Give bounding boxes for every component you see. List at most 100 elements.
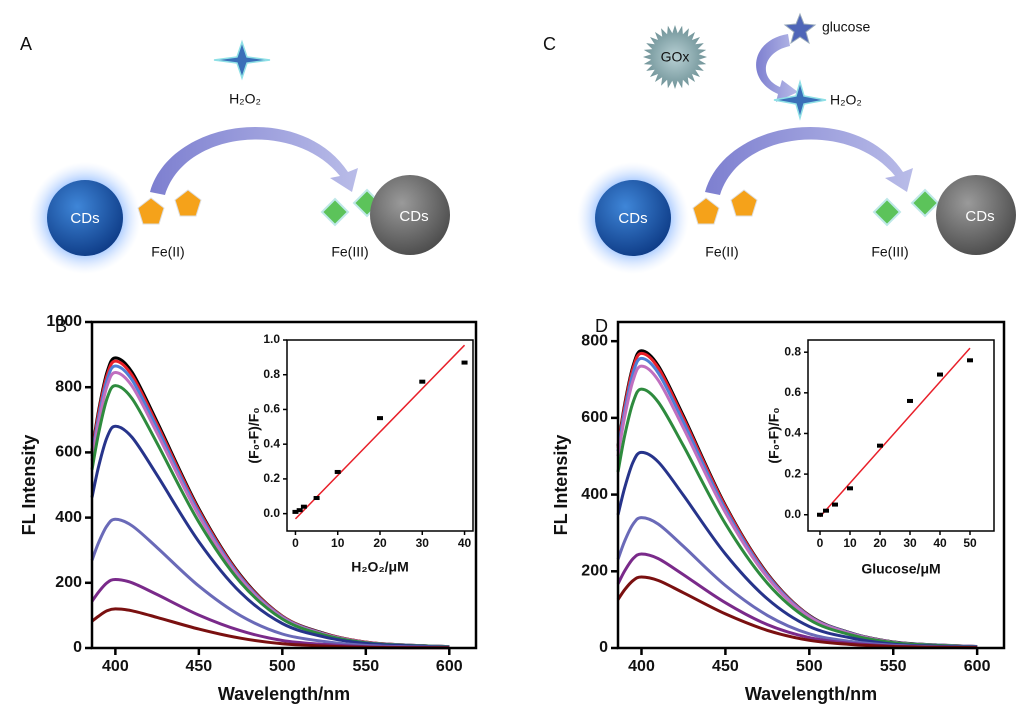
panel-label: A (20, 34, 32, 54)
gox-shape (643, 25, 707, 89)
x-tick-label: 10 (331, 536, 345, 550)
panel-label: C (543, 34, 556, 54)
x-tick-label: 500 (796, 658, 823, 675)
plot-frame (807, 339, 995, 532)
data-point (313, 496, 320, 501)
x-tick-label: 500 (269, 658, 296, 675)
fe2-ion (137, 197, 165, 225)
data-point (847, 486, 853, 491)
scheme-a: A H₂O₂ CDs Fe(II) Fe(III) CDs (20, 34, 450, 274)
product-label: Fe(III) (871, 244, 908, 260)
cds-bright (47, 180, 123, 256)
x-tick-label: 30 (416, 536, 430, 550)
x-tick-label: 450 (186, 658, 213, 675)
data-point (296, 508, 303, 513)
fe3-ion (872, 197, 902, 227)
chart: 400 450 500 550 600 0 200 400 600 800 1000 Waveleng… (19, 313, 478, 704)
data-point (292, 509, 299, 514)
y-tick-label: 0.2 (263, 471, 280, 485)
x-axis-label: Wavelength/nm (745, 684, 877, 704)
cds-bright (595, 180, 671, 256)
y-tick-label: 0.6 (263, 402, 280, 416)
x-tick-label: 20 (873, 536, 887, 550)
inset-background (808, 340, 994, 531)
x-axis-label: H₂O₂/μM (351, 559, 409, 575)
oxidant-label: H₂O₂ (229, 91, 261, 107)
x-tick-label: 20 (373, 536, 387, 550)
oxidant-label: H₂O₂ (830, 92, 862, 108)
y-tick-label: 400 (581, 486, 608, 503)
y-tick-label: 400 (55, 509, 82, 526)
cds-quenched (370, 175, 450, 255)
spectrum-line (616, 575, 978, 650)
reactant-label: Fe(II) (151, 244, 184, 260)
data-point (877, 443, 883, 448)
data-point (419, 379, 426, 384)
x-tick-label: 600 (436, 658, 463, 675)
x-tick-label: 400 (102, 658, 129, 675)
spectrum-line (616, 387, 978, 649)
y-axis-label: (F₀-F)/F₀ (246, 407, 262, 463)
enzyme-label: GOx (661, 49, 690, 65)
y-tick-label: 800 (581, 332, 608, 349)
y-axis-label: (F₀-F)/F₀ (766, 407, 782, 463)
y-tick-label: 1.0 (263, 332, 280, 346)
data-point (334, 469, 341, 474)
data-point (817, 512, 823, 517)
inset-background (287, 340, 473, 531)
substrate-label: glucose (822, 19, 870, 35)
spectrum-line (90, 424, 450, 649)
y-tick-label: 200 (581, 563, 608, 580)
enzyme-arrow (756, 34, 798, 102)
x-tick-label: 550 (352, 658, 379, 675)
y-tick-label: 600 (581, 409, 608, 426)
reaction-arrow (150, 126, 358, 195)
y-tick-label: 200 (55, 574, 82, 591)
chart: 400 450 500 550 6000200400600800Wavelength/n… (551, 316, 1006, 704)
y-tick-label: 0.4 (263, 436, 280, 450)
cds-label: CDs (70, 210, 99, 227)
y-tick-label: 0.8 (263, 367, 280, 381)
x-tick-label: 40 (458, 536, 472, 550)
x-axis-label: Wavelength/nm (218, 684, 350, 704)
x-tick-label: 0 (292, 536, 299, 550)
glucose-star (783, 12, 817, 45)
chart: 0 10 20 30 40 0.0 0.2 0.4 0.6 0.8 1.0 H₂O₂/μM (F₀-F)… (246, 332, 474, 575)
reaction-arrow (705, 126, 913, 195)
x-tick-label: 0 (817, 536, 824, 550)
panel-label: B (55, 316, 67, 336)
cds-label: CDs (965, 208, 994, 225)
cds-label: CDs (399, 208, 428, 225)
data-point (461, 360, 468, 365)
chart: 0 10 20 30 40 50 0.0 0.2 0.4 0.6 0.8 Glucose/μM (F₀-… (766, 339, 995, 577)
fe2-ion (174, 189, 202, 217)
star (773, 79, 827, 121)
y-tick-label: 0.2 (784, 466, 801, 480)
cds-quenched (936, 175, 1016, 255)
data-point (937, 372, 943, 377)
data-point (300, 504, 307, 509)
y-tick-label: 0.0 (263, 506, 280, 520)
gox-enzyme (643, 25, 707, 89)
spectrum-line (91, 607, 450, 650)
star (213, 39, 271, 81)
panel-label: D (595, 316, 608, 336)
fe3-ion (320, 197, 350, 227)
y-tick-label: 600 (55, 444, 82, 461)
data-point (907, 398, 913, 403)
y-tick-label: 800 (55, 378, 82, 395)
x-tick-label: 600 (964, 658, 991, 675)
y-tick-label: 0.6 (784, 385, 801, 399)
x-tick-label: 400 (628, 658, 655, 675)
data-point (967, 358, 973, 363)
y-tick-label: 1000 (46, 313, 82, 330)
x-tick-label: 30 (903, 536, 917, 550)
plot-frame (616, 320, 1006, 650)
fe2-ion (692, 197, 720, 225)
fit-line (294, 344, 466, 520)
x-tick-label: 40 (933, 536, 947, 550)
y-tick-label: 0.8 (784, 344, 801, 358)
spectrum-line (90, 517, 450, 649)
x-tick-label: 50 (963, 536, 977, 550)
y-tick-label: 0.4 (784, 426, 801, 440)
